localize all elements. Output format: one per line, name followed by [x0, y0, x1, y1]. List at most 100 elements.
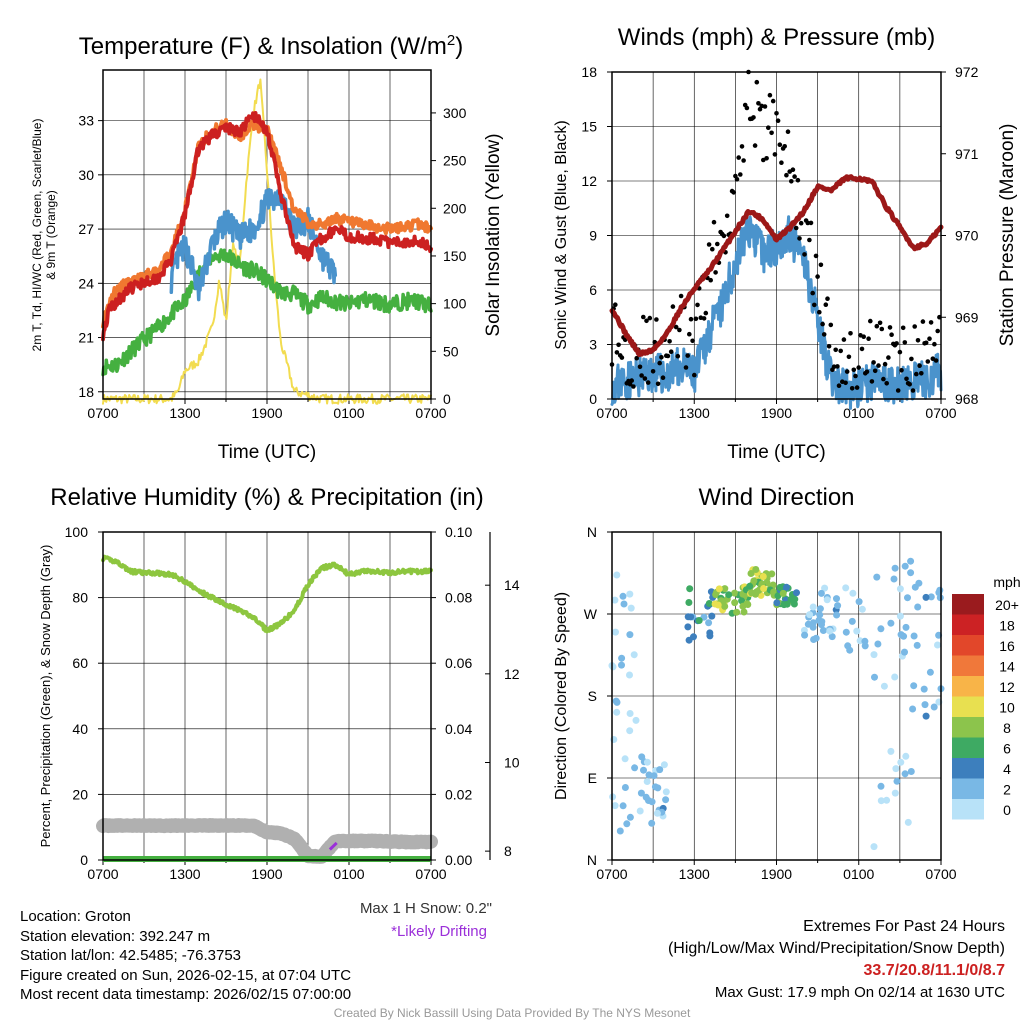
- gust-point: [756, 101, 761, 106]
- direction-point: [774, 592, 782, 600]
- direction-point: [705, 600, 713, 607]
- legend-label: 4: [1003, 761, 1011, 777]
- gust-point: [909, 356, 914, 362]
- direction-point: [849, 589, 857, 597]
- gust-point: [685, 353, 690, 358]
- direction-point: [759, 573, 767, 580]
- legend-swatch: [952, 737, 984, 758]
- max-snow-annotation: Max 1 H Snow: 0.2": [360, 900, 492, 917]
- x-tick-label: 1300: [679, 866, 710, 882]
- x-tick-label: 0100: [333, 405, 364, 421]
- direction-point: [907, 557, 915, 565]
- direction-point: [891, 564, 899, 572]
- direction-point: [638, 753, 646, 761]
- gust-point: [706, 242, 712, 247]
- legend-swatch: [952, 594, 984, 615]
- y-tick-label: 3: [589, 337, 597, 353]
- gust-point: [846, 354, 852, 360]
- direction-point: [746, 582, 754, 590]
- extremes-block: Extremes For Past 24 Hours (High/Low/Max…: [668, 916, 1005, 1004]
- direction-point: [890, 575, 898, 583]
- y3-tick-label: 14: [504, 577, 520, 593]
- gust-point: [917, 363, 922, 369]
- direction-point: [780, 601, 788, 609]
- y2-axis-label: Station Pressure (Maroon): [997, 124, 1018, 347]
- gust-point: [849, 386, 855, 391]
- direction-point: [636, 807, 644, 815]
- gust-point: [932, 341, 937, 347]
- gust-point: [927, 336, 932, 342]
- gust-point: [859, 346, 865, 352]
- direction-point: [705, 619, 713, 627]
- direction-point: [684, 623, 692, 631]
- gust-point: [673, 324, 679, 330]
- gust-point: [634, 355, 639, 361]
- legend-swatch: [952, 696, 984, 717]
- x-tick-label: 1300: [679, 405, 710, 421]
- direction-point: [914, 603, 922, 611]
- direction-point: [801, 631, 809, 639]
- direction-point: [834, 602, 842, 610]
- gust-point: [631, 384, 636, 389]
- gust-point: [738, 172, 743, 177]
- gust-point: [647, 315, 653, 321]
- gust-point: [650, 369, 656, 374]
- direction-point: [833, 611, 841, 619]
- legend-swatch: [952, 758, 984, 779]
- gust-point: [715, 241, 720, 247]
- extremes-title: Extremes For Past 24 Hours: [803, 918, 1005, 935]
- direction-point: [656, 766, 664, 774]
- gust-point: [889, 332, 894, 338]
- y2-tick-label: 0.06: [445, 655, 472, 671]
- gust-point: [777, 142, 783, 147]
- gust-point: [854, 385, 860, 390]
- direction-point: [904, 594, 911, 602]
- gust-point: [675, 353, 681, 359]
- gust-point: [910, 388, 916, 393]
- direction-point: [815, 616, 823, 624]
- y-tick-label: E: [588, 770, 597, 786]
- direction-point: [870, 843, 878, 851]
- direction-point: [833, 595, 840, 603]
- gust-point: [731, 190, 736, 195]
- direction-point: [642, 793, 650, 801]
- direction-point: [619, 592, 627, 600]
- title-close: ): [455, 33, 463, 60]
- gust-point: [884, 381, 889, 386]
- direction-point: [613, 708, 621, 716]
- direction-point: [893, 777, 901, 785]
- x-tick-label: 1900: [251, 405, 282, 421]
- figure-created: Figure created on Sun, 2026-02-15, at 07…: [20, 966, 352, 984]
- chart-title: Temperature (F) & Insolation (W/m2): [79, 32, 463, 60]
- gust-point: [614, 350, 620, 355]
- direction-point: [660, 761, 668, 769]
- legend-title: mph: [993, 574, 1020, 590]
- direction-point: [816, 605, 824, 613]
- y-tick-label: 27: [78, 221, 94, 237]
- plot-border: [102, 69, 432, 400]
- gust-point: [721, 233, 727, 239]
- direction-point: [626, 710, 634, 717]
- direction-point: [877, 782, 885, 790]
- gust-point: [879, 326, 885, 332]
- x-tick-label: 0100: [333, 866, 364, 882]
- direction-point: [922, 712, 930, 720]
- gust-point: [645, 380, 651, 385]
- direction-point: [891, 789, 899, 797]
- gust-point: [744, 105, 750, 111]
- direction-point: [853, 627, 861, 635]
- y-label-line2: & 9m T (Orange): [44, 190, 58, 280]
- gust-point: [861, 334, 866, 340]
- direction-point: [626, 631, 634, 639]
- y-tick-label: 18: [581, 64, 597, 80]
- gust-point: [841, 337, 847, 342]
- temp-2m-line: [101, 111, 433, 342]
- max-gust: Max Gust: 17.9 mph On 02/14 at 1630 UTC: [714, 984, 1005, 1001]
- y-axis-label: Percent, Precipitation (Green), & Snow D…: [38, 545, 53, 848]
- direction-point: [901, 562, 909, 570]
- gust-point: [785, 129, 791, 134]
- gust-point: [665, 353, 671, 359]
- most-recent-timestamp: Most recent data timestamp: 2026/02/15 0…: [20, 986, 352, 1004]
